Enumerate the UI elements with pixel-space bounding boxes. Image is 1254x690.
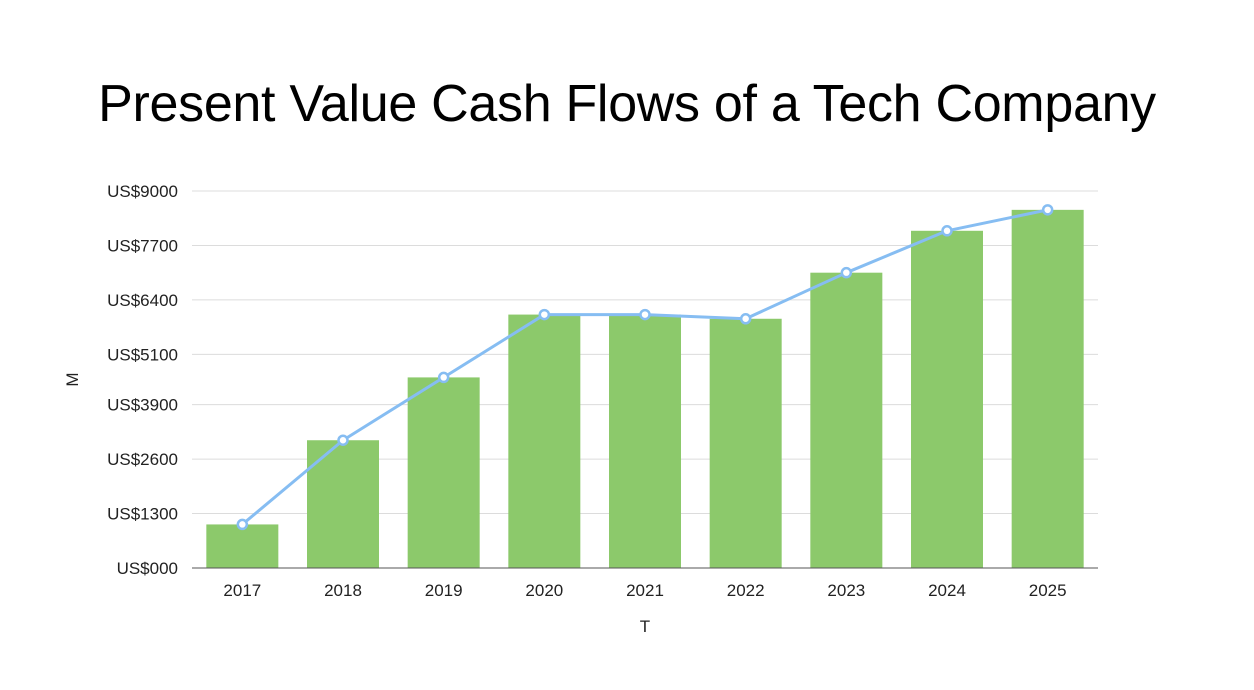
x-axis-label: T <box>640 617 650 636</box>
bar-2020 <box>508 314 581 568</box>
y-tick-label: US$9000 <box>107 182 178 201</box>
line-point-2019 <box>437 371 450 384</box>
chart-title: Present Value Cash Flows of a Tech Compa… <box>98 75 1156 133</box>
x-tick-label: 2022 <box>727 581 765 600</box>
line-point-2023 <box>840 266 853 279</box>
bar-2023 <box>810 272 883 568</box>
y-axis-label: M <box>63 372 82 386</box>
bar-2024 <box>911 230 983 569</box>
y-tick-label: US$000 <box>117 559 178 578</box>
x-tick-label: 2021 <box>626 581 664 600</box>
y-tick-label: US$6400 <box>107 291 178 310</box>
line-point-2017 <box>236 518 249 531</box>
y-tick-label: US$7700 <box>107 236 178 255</box>
y-tick-label: US$5100 <box>107 345 178 364</box>
x-tick-label: 2018 <box>324 581 362 600</box>
x-axis-ticks: 2017 2018 2019 2020 2021 2022 2023 2024 2025 <box>223 581 1066 600</box>
x-tick-label: 2023 <box>827 581 865 600</box>
y-tick-label: US$2600 <box>107 450 178 469</box>
line-point-2020 <box>538 308 551 321</box>
bar-2021 <box>609 314 681 568</box>
trend-line <box>236 204 1054 531</box>
y-tick-label: US$1300 <box>107 505 178 524</box>
x-tick-label: 2019 <box>425 581 463 600</box>
y-tick-label: US$3900 <box>107 396 178 415</box>
bar-2022 <box>709 318 782 568</box>
bar-2025 <box>1011 209 1084 568</box>
line-point-2022 <box>739 313 752 325</box>
bars <box>206 209 1084 569</box>
line-point-2025 <box>1041 204 1054 216</box>
x-tick-label: 2025 <box>1029 581 1067 600</box>
x-tick-label: 2024 <box>928 581 966 600</box>
x-tick-label: 2020 <box>525 581 563 600</box>
line-point-2018 <box>337 434 349 446</box>
y-axis-ticks: US$000 US$1300 US$2600 US$3900 US$5100 US$640… <box>107 182 178 578</box>
x-tick-label: 2017 <box>223 581 261 600</box>
line-point-2024 <box>941 225 953 237</box>
line-point-2021 <box>639 308 651 321</box>
bar-2017 <box>206 524 279 568</box>
bar-2019 <box>407 377 480 568</box>
